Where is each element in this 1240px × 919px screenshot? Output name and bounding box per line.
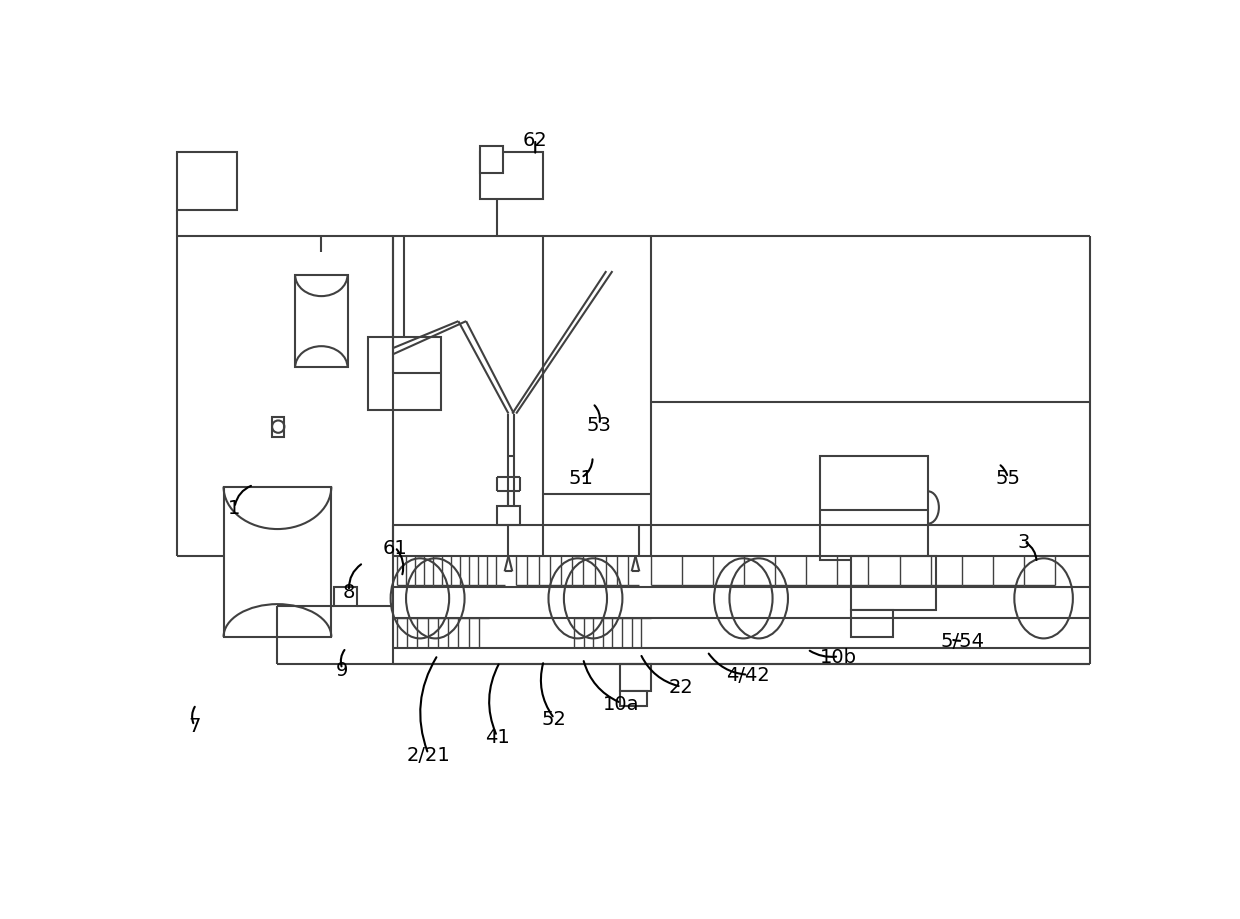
Text: 53: 53 xyxy=(587,415,611,435)
Bar xyxy=(480,147,503,174)
Ellipse shape xyxy=(548,559,608,639)
Text: 1: 1 xyxy=(228,498,241,517)
Bar xyxy=(177,153,237,210)
Ellipse shape xyxy=(391,559,449,639)
Bar xyxy=(367,337,440,410)
Text: 61: 61 xyxy=(382,539,407,557)
Ellipse shape xyxy=(714,559,773,639)
Text: 8: 8 xyxy=(343,582,355,601)
Text: 4/42: 4/42 xyxy=(727,665,770,685)
Ellipse shape xyxy=(1014,559,1073,639)
Text: 62: 62 xyxy=(523,130,548,150)
Text: 2/21: 2/21 xyxy=(407,744,450,764)
Text: 51: 51 xyxy=(569,469,594,488)
Bar xyxy=(272,418,284,437)
Text: 3: 3 xyxy=(1018,532,1030,551)
Bar xyxy=(851,556,936,610)
Text: 7: 7 xyxy=(188,717,201,735)
Bar xyxy=(295,276,347,368)
Bar xyxy=(620,664,651,691)
Bar xyxy=(334,587,357,607)
Bar xyxy=(480,153,543,200)
Text: 5/54: 5/54 xyxy=(941,631,985,651)
Text: 52: 52 xyxy=(542,709,567,729)
Bar xyxy=(223,487,331,637)
Text: 41: 41 xyxy=(485,727,510,746)
Text: 10b: 10b xyxy=(821,647,857,666)
Bar xyxy=(821,457,928,561)
Bar xyxy=(620,691,647,707)
Text: 9: 9 xyxy=(336,660,348,679)
Bar xyxy=(851,610,894,637)
Text: 55: 55 xyxy=(996,469,1021,488)
Text: 10a: 10a xyxy=(603,694,640,713)
Text: 22: 22 xyxy=(668,677,693,697)
Bar xyxy=(497,506,520,526)
